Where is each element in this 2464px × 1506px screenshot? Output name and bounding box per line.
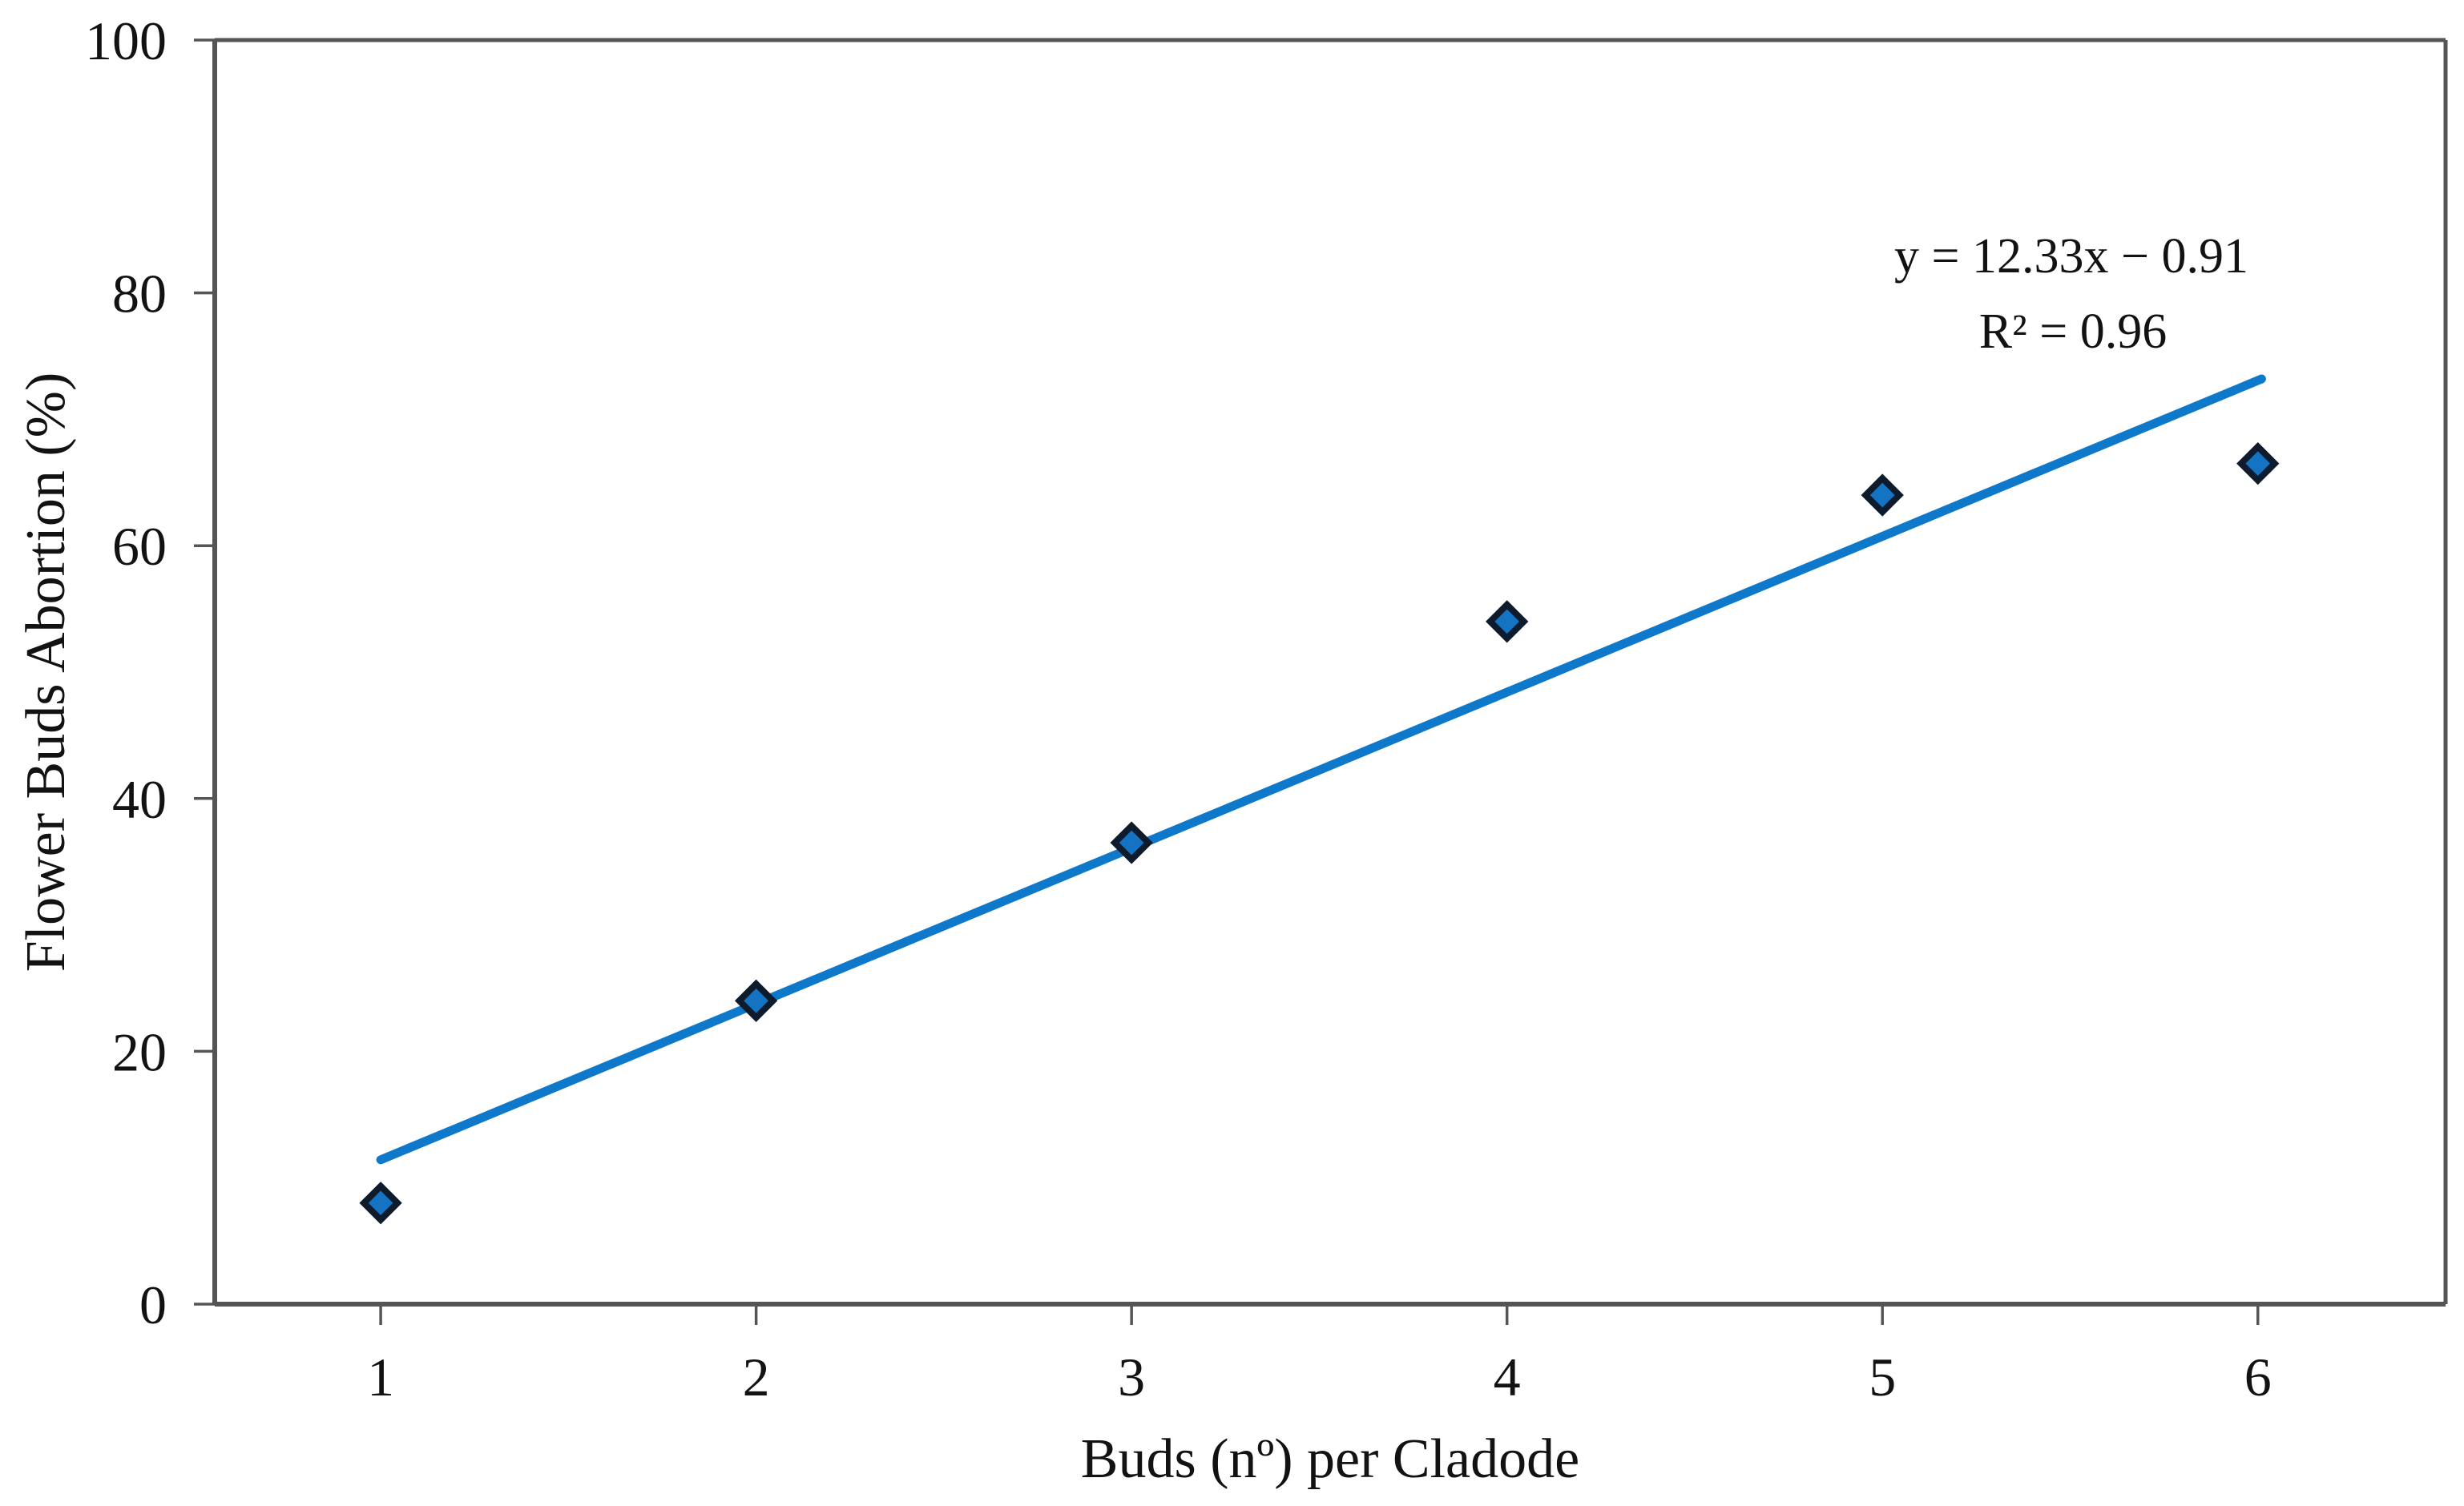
data-point-marker (2236, 441, 2280, 485)
y-tick-label: 100 (85, 10, 167, 71)
data-points-layer (359, 441, 2280, 1225)
trendline-r-squared-label: R² = 0.96 (1979, 304, 2167, 359)
x-tick-label: 3 (1118, 1347, 1145, 1407)
x-tick-label: 6 (2244, 1347, 2272, 1407)
data-point-marker (359, 1182, 402, 1225)
x-axis-ticks: 1 2 3 4 5 6 (367, 1304, 2272, 1407)
data-point-marker (1861, 473, 1904, 517)
y-axis-ticks: 0 20 40 60 80 100 (85, 10, 215, 1335)
y-tick-label: 40 (112, 769, 167, 830)
x-tick-label: 5 (1869, 1347, 1896, 1407)
y-axis-title: Flower Buds Abortion (%) (15, 372, 77, 972)
data-point-marker (1110, 821, 1153, 864)
x-tick-label: 4 (1494, 1347, 1521, 1407)
trendline-equation-label: y = 12.33x − 0.91 (1894, 229, 2248, 284)
y-tick-label: 20 (112, 1021, 167, 1082)
y-tick-label: 80 (112, 264, 167, 324)
trendline (376, 374, 2266, 1165)
y-tick-label: 0 (139, 1274, 167, 1335)
y-tick-label: 60 (112, 516, 167, 577)
x-tick-label: 1 (367, 1347, 394, 1407)
x-tick-label: 2 (743, 1347, 770, 1407)
trendline-layer (376, 374, 2266, 1165)
plot-frame (212, 38, 2448, 1307)
data-point-marker (1486, 600, 1529, 643)
data-point-marker (734, 979, 778, 1022)
x-axis-title: Buds (nº) per Cladode (1081, 1428, 1579, 1490)
